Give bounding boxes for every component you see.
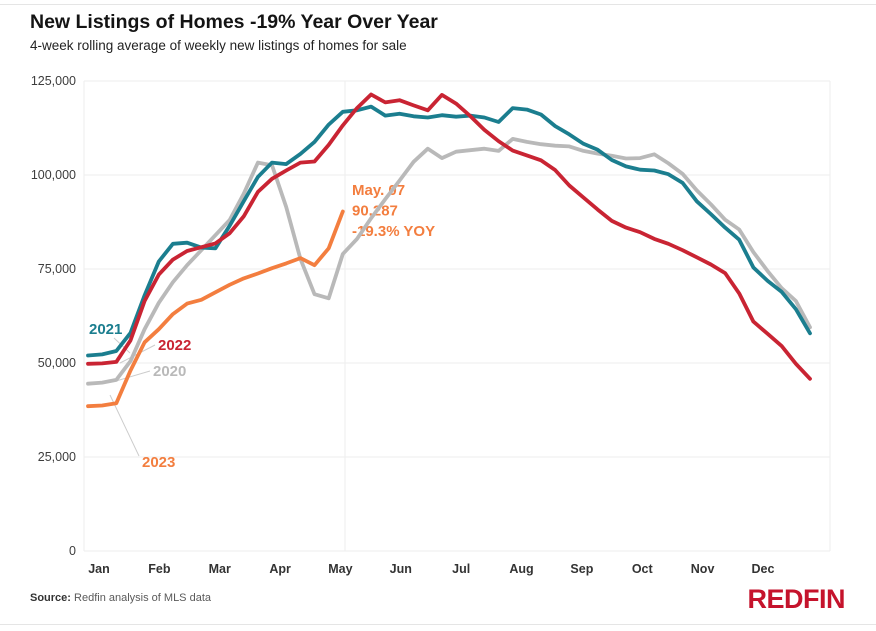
series-label-2022: 2022: [158, 337, 191, 354]
series-2021-line: [86, 104, 812, 358]
annotation-line-2: -19.3% YOY: [352, 223, 435, 240]
page-subtitle: 4-week rolling average of weekly new lis…: [30, 38, 407, 53]
month-label-Dec: Dec: [751, 562, 774, 576]
annotation-line-0: May. 07: [352, 182, 405, 199]
month-label-Mar: Mar: [209, 562, 231, 576]
bottom-border: [0, 624, 876, 625]
page-title: New Listings of Homes -19% Year Over Yea…: [30, 11, 438, 33]
month-label-Feb: Feb: [148, 562, 171, 576]
redfin-logo: REDFIN: [747, 584, 846, 614]
month-label-Jan: Jan: [88, 562, 110, 576]
series-2022-line: [86, 92, 812, 381]
month-label-Apr: Apr: [269, 562, 291, 576]
ytick-label-50000: 50,000: [38, 356, 76, 370]
series-label-2023: 2023: [142, 454, 175, 471]
month-label-Nov: Nov: [691, 562, 715, 576]
ytick-label-100000: 100,000: [31, 168, 76, 182]
top-border: [0, 4, 876, 5]
month-label-May: May: [328, 562, 352, 576]
ytick-label-25000: 25,000: [38, 450, 76, 464]
ytick-label-75000: 75,000: [38, 262, 76, 276]
source-text: Redfin analysis of MLS data: [70, 592, 211, 604]
series-label-2021: 2021: [89, 321, 122, 338]
source-label: Source:: [30, 592, 71, 604]
leader-line-2020: [115, 370, 151, 382]
series-2020-line: [86, 136, 812, 386]
month-label-Aug: Aug: [509, 562, 533, 576]
month-label-Jul: Jul: [452, 562, 470, 576]
ytick-label-125000: 125,000: [31, 74, 76, 88]
source-note: Source: Redfin analysis of MLS data: [30, 592, 211, 604]
month-label-Oct: Oct: [632, 562, 654, 576]
month-label-Sep: Sep: [570, 562, 593, 576]
ytick-label-0: 0: [69, 544, 76, 558]
month-label-Jun: Jun: [390, 562, 412, 576]
series-2023-line: [86, 209, 345, 409]
series-label-2020: 2020: [153, 363, 186, 380]
